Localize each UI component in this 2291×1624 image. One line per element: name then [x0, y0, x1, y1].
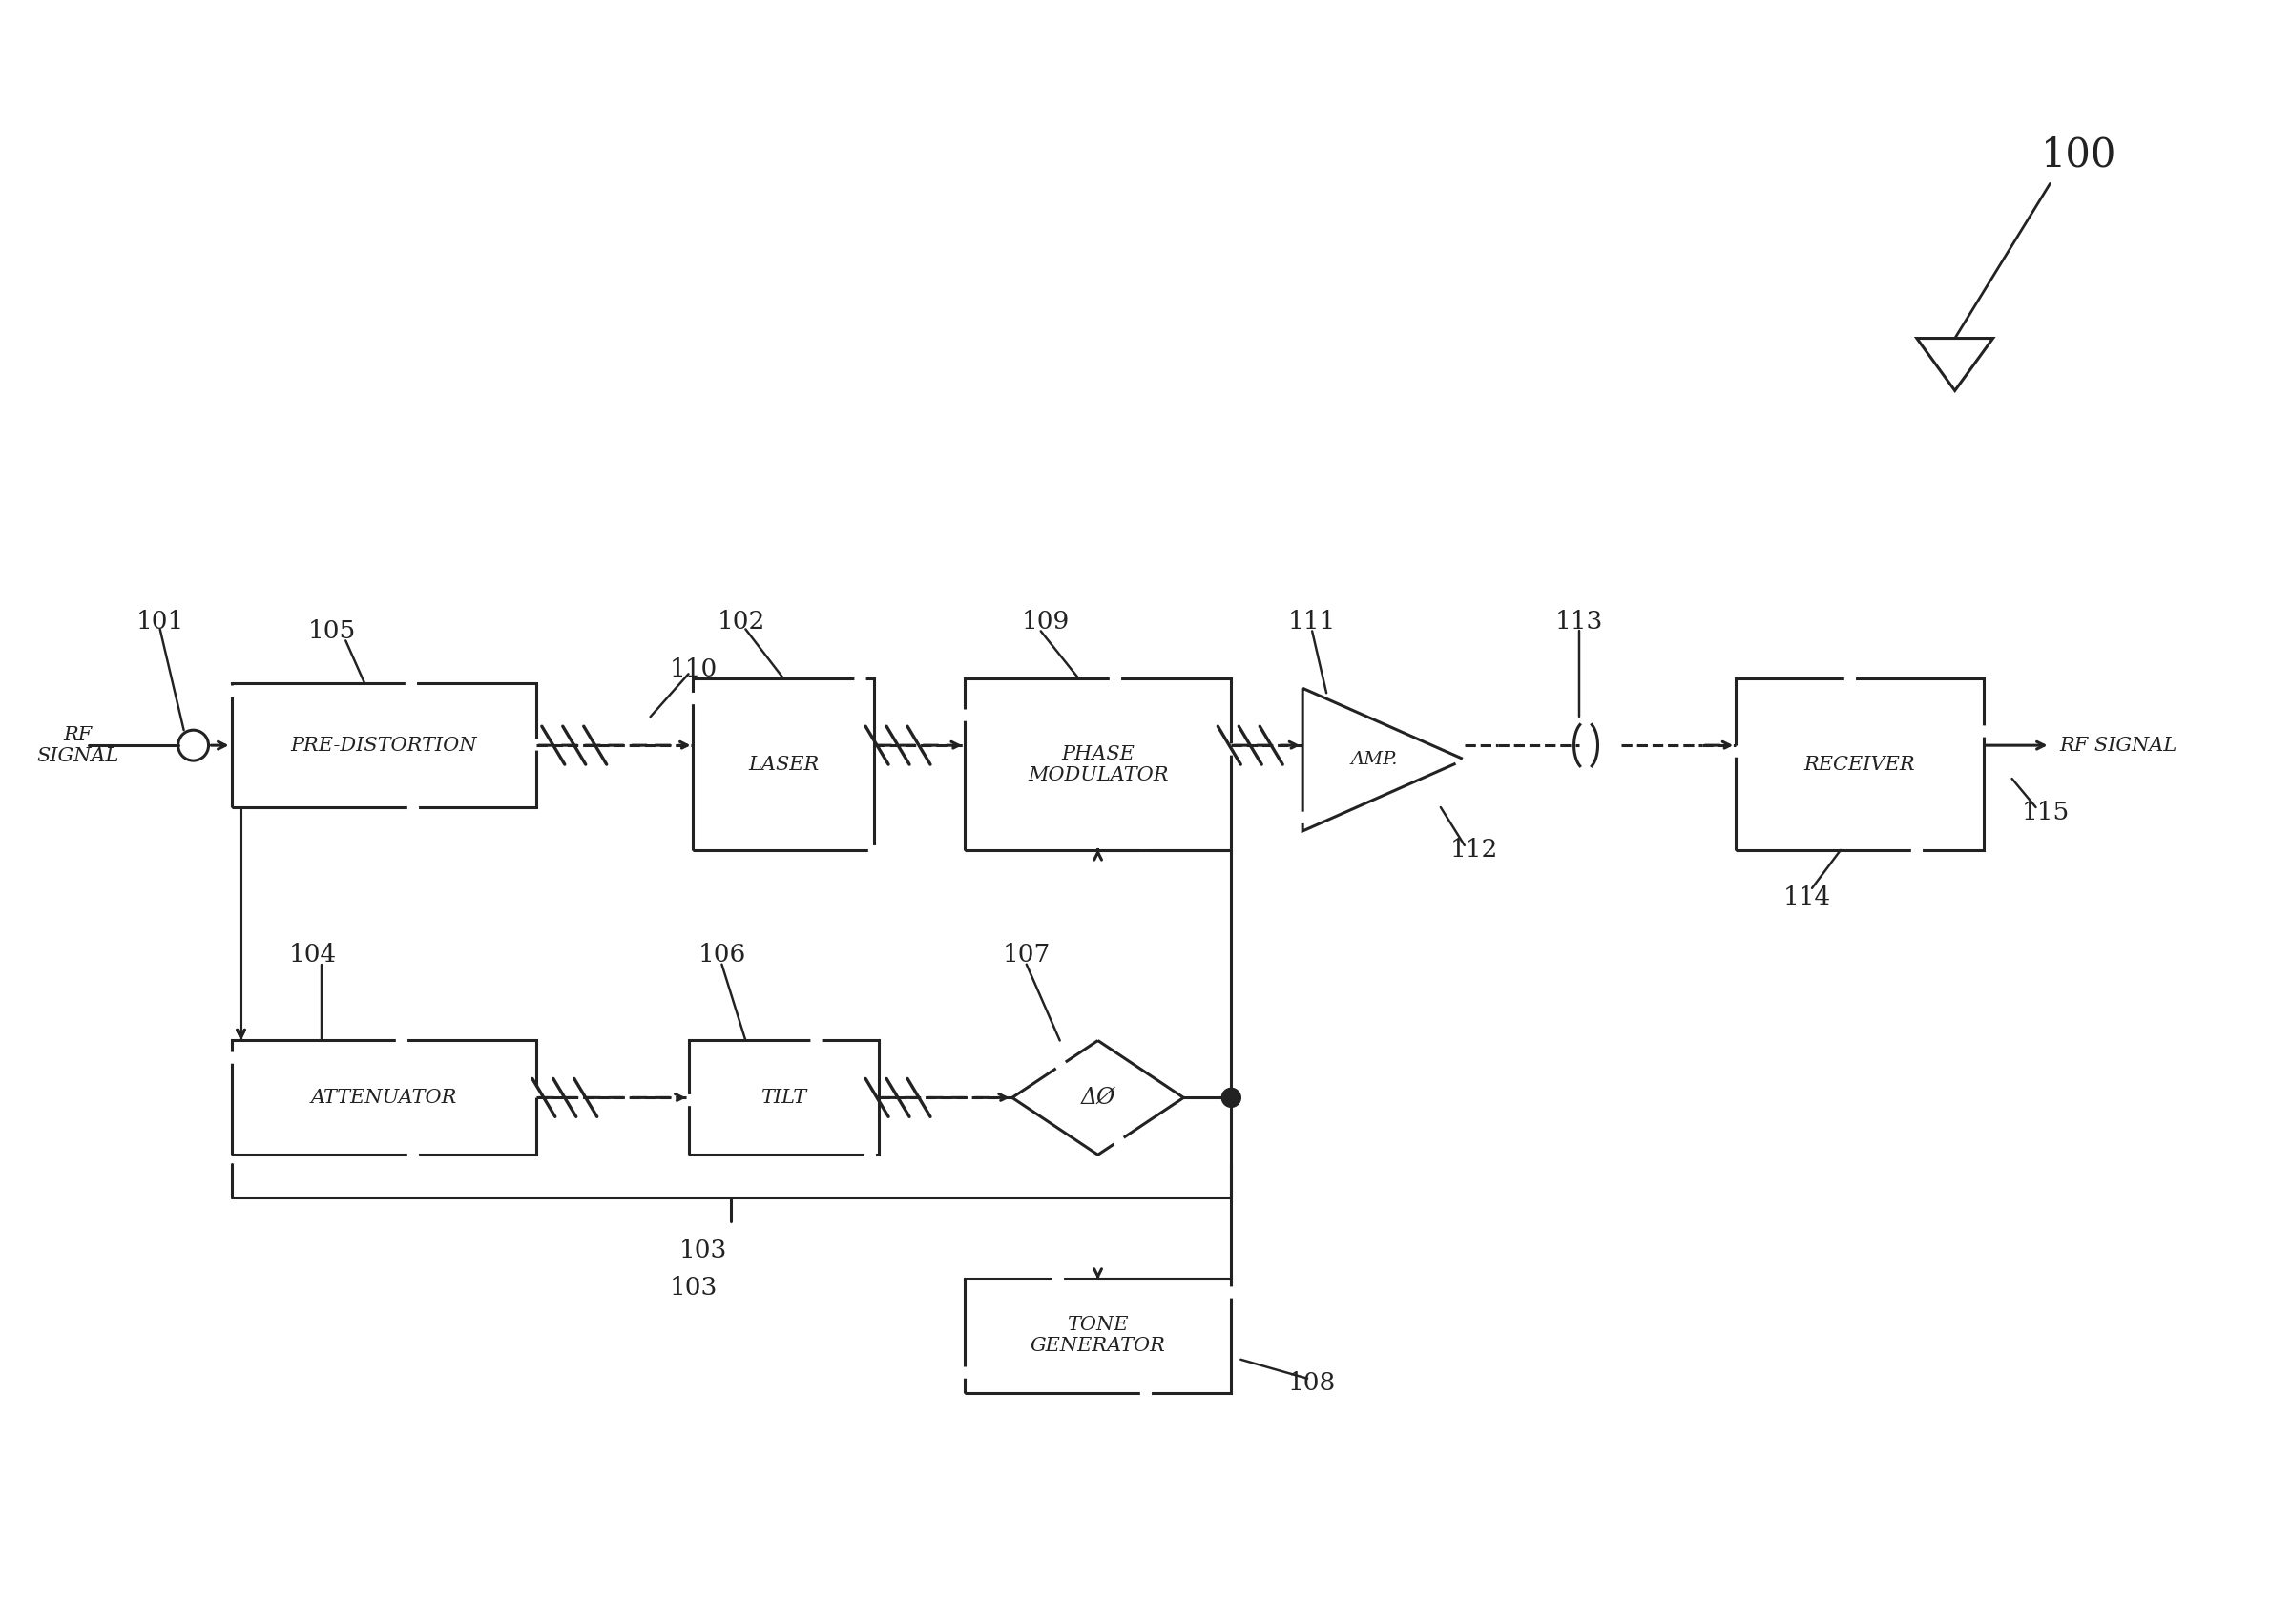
Text: 102: 102	[717, 609, 765, 633]
Text: ATTENUATOR: ATTENUATOR	[312, 1088, 456, 1106]
Text: PHASE
MODULATOR: PHASE MODULATOR	[1029, 745, 1168, 784]
Text: 111: 111	[1288, 609, 1336, 633]
Circle shape	[1221, 1088, 1242, 1108]
FancyBboxPatch shape	[231, 684, 536, 807]
FancyBboxPatch shape	[690, 1041, 880, 1155]
Text: LASER: LASER	[749, 755, 820, 773]
Text: RF SIGNAL: RF SIGNAL	[2060, 736, 2176, 755]
Text: 112: 112	[1450, 838, 1498, 862]
Text: 108: 108	[1288, 1371, 1336, 1395]
Text: 100: 100	[2041, 135, 2117, 175]
Text: TONE
GENERATOR: TONE GENERATOR	[1031, 1315, 1166, 1356]
Text: 104: 104	[289, 944, 337, 966]
FancyBboxPatch shape	[965, 1278, 1230, 1393]
Text: AMP.: AMP.	[1349, 750, 1398, 768]
Text: 106: 106	[699, 944, 747, 966]
Polygon shape	[1304, 689, 1464, 831]
Text: 113: 113	[1556, 609, 1604, 633]
Text: 105: 105	[307, 619, 355, 643]
Text: 101: 101	[135, 609, 183, 633]
FancyBboxPatch shape	[965, 679, 1230, 849]
Text: RECEIVER: RECEIVER	[1803, 755, 1915, 773]
Text: PRE-DISTORTION: PRE-DISTORTION	[291, 736, 477, 755]
Text: ΔØ: ΔØ	[1081, 1086, 1116, 1109]
Text: 103: 103	[678, 1237, 726, 1262]
Text: 103: 103	[669, 1276, 717, 1301]
Text: 107: 107	[1003, 944, 1052, 966]
FancyBboxPatch shape	[231, 1041, 536, 1155]
Text: 114: 114	[1782, 885, 1831, 909]
Text: RF
SIGNAL: RF SIGNAL	[37, 726, 119, 765]
Text: 110: 110	[669, 658, 717, 680]
Polygon shape	[1013, 1041, 1184, 1155]
FancyBboxPatch shape	[1737, 679, 1984, 849]
FancyBboxPatch shape	[694, 679, 875, 849]
Text: 109: 109	[1022, 609, 1070, 633]
Polygon shape	[1918, 338, 1993, 391]
Text: 115: 115	[2021, 801, 2069, 823]
Text: TILT: TILT	[761, 1088, 806, 1106]
